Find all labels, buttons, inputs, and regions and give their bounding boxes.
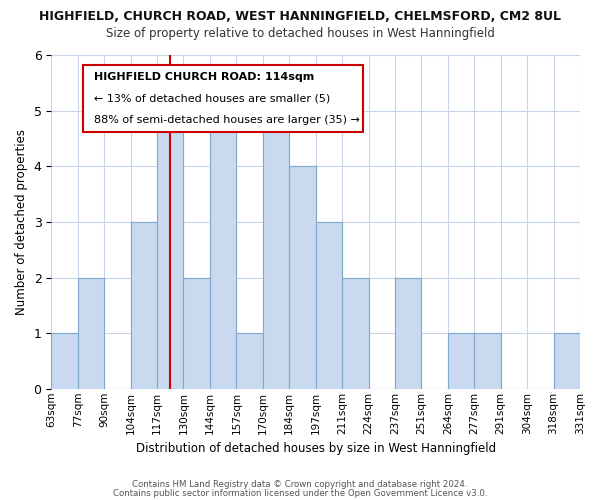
- Y-axis label: Number of detached properties: Number of detached properties: [15, 129, 28, 315]
- Text: HIGHFIELD, CHURCH ROAD, WEST HANNINGFIELD, CHELMSFORD, CM2 8UL: HIGHFIELD, CHURCH ROAD, WEST HANNINGFIEL…: [39, 10, 561, 23]
- Bar: [131, 222, 157, 389]
- Text: ← 13% of detached houses are smaller (5): ← 13% of detached houses are smaller (5): [94, 94, 330, 104]
- Bar: [342, 278, 368, 389]
- Text: Size of property relative to detached houses in West Hanningfield: Size of property relative to detached ho…: [106, 28, 494, 40]
- Text: Contains public sector information licensed under the Open Government Licence v3: Contains public sector information licen…: [113, 488, 487, 498]
- Bar: [51, 333, 78, 389]
- Bar: [210, 110, 236, 389]
- Text: HIGHFIELD CHURCH ROAD: 114sqm: HIGHFIELD CHURCH ROAD: 114sqm: [94, 72, 314, 82]
- Bar: [263, 110, 289, 389]
- Bar: [78, 278, 104, 389]
- Bar: [474, 333, 500, 389]
- Bar: [554, 333, 580, 389]
- FancyBboxPatch shape: [83, 65, 363, 132]
- Bar: [289, 166, 316, 389]
- Text: Contains HM Land Registry data © Crown copyright and database right 2024.: Contains HM Land Registry data © Crown c…: [132, 480, 468, 489]
- X-axis label: Distribution of detached houses by size in West Hanningfield: Distribution of detached houses by size …: [136, 442, 496, 455]
- Bar: [316, 222, 342, 389]
- Bar: [157, 110, 184, 389]
- Bar: [184, 278, 210, 389]
- Bar: [395, 278, 421, 389]
- Bar: [448, 333, 474, 389]
- Text: 88% of semi-detached houses are larger (35) →: 88% of semi-detached houses are larger (…: [94, 115, 359, 125]
- Bar: [236, 333, 263, 389]
